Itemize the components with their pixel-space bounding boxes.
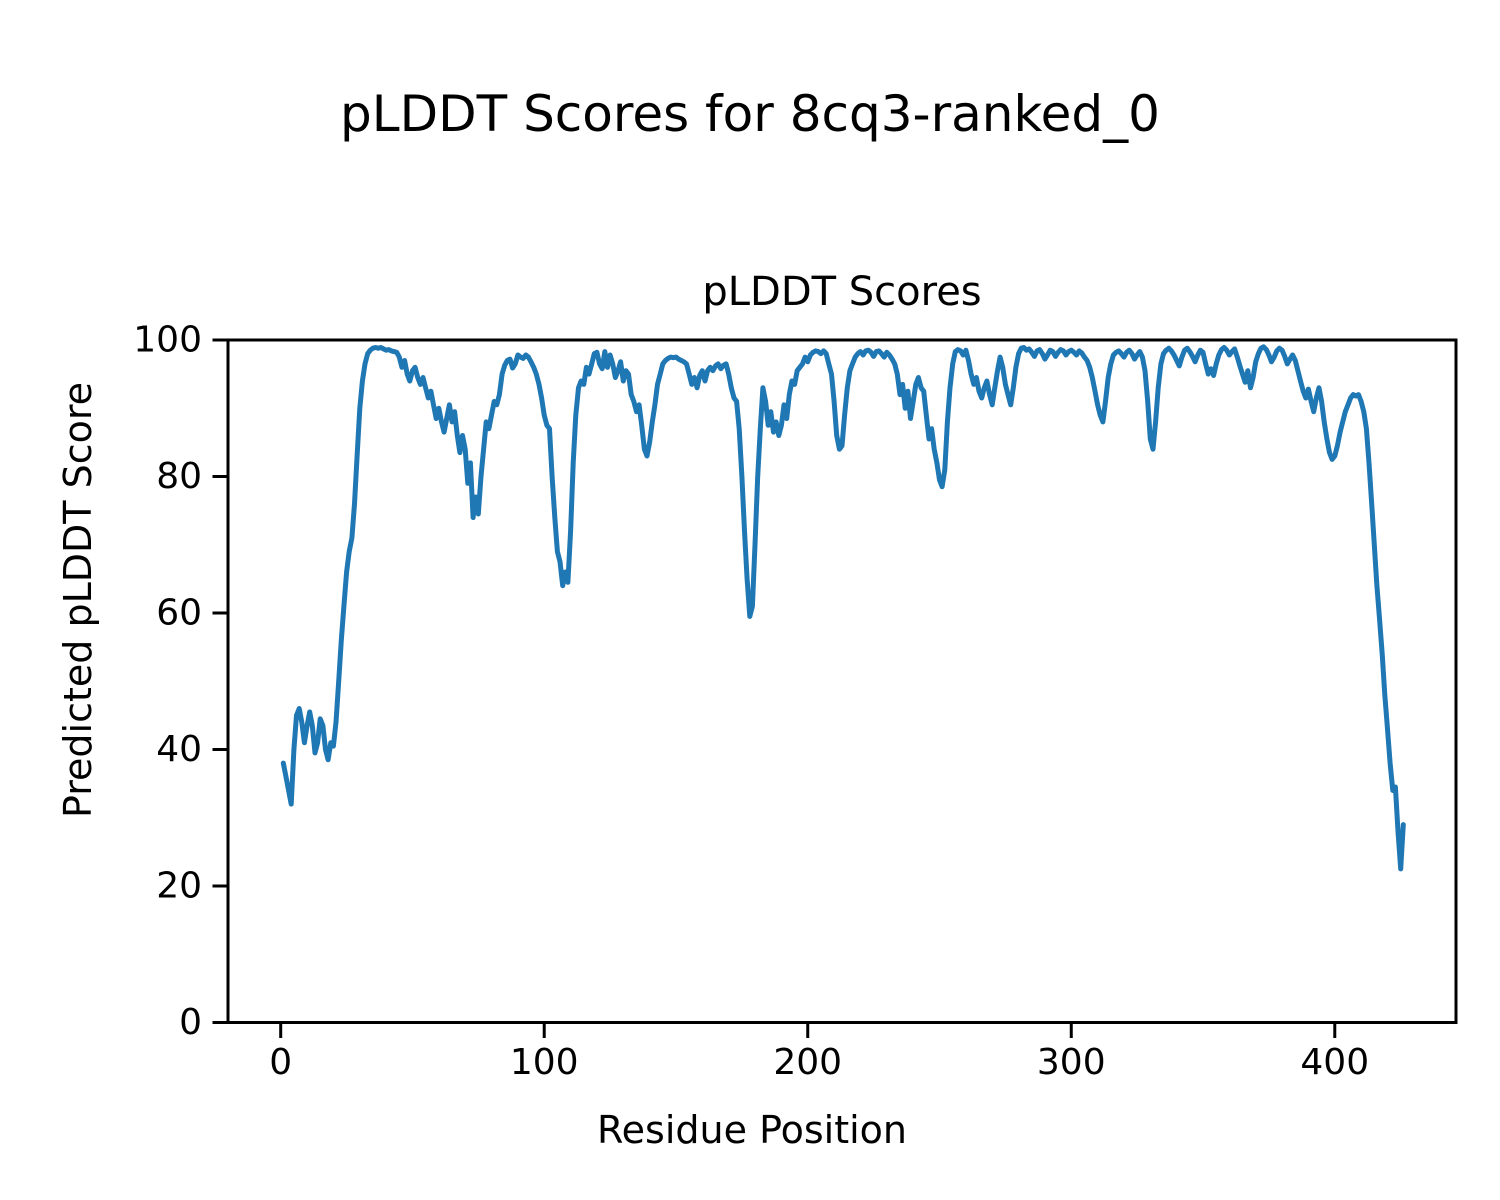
x-tick-label: 400 xyxy=(1300,1042,1369,1083)
x-axis-label: Residue Position xyxy=(596,1108,908,1152)
figure-title: pLDDT Scores for 8cq3-ranked_0 xyxy=(340,85,1160,143)
plddt-line xyxy=(280,344,1406,872)
x-tick-label: 100 xyxy=(510,1042,579,1083)
y-tick-label: 20 xyxy=(156,866,202,907)
x-tick-label: 200 xyxy=(773,1042,842,1083)
y-tick-label: 0 xyxy=(179,1002,202,1043)
x-tick-label: 300 xyxy=(1037,1042,1106,1083)
y-tick-label: 80 xyxy=(156,456,202,497)
y-tick-label: 100 xyxy=(133,320,202,361)
y-tick-label: 60 xyxy=(156,593,202,634)
x-tick-label: 0 xyxy=(269,1042,292,1083)
y-tick-label: 40 xyxy=(156,729,202,770)
axes-spines xyxy=(226,338,1458,1024)
axes-title: pLDDT Scores xyxy=(702,269,982,315)
